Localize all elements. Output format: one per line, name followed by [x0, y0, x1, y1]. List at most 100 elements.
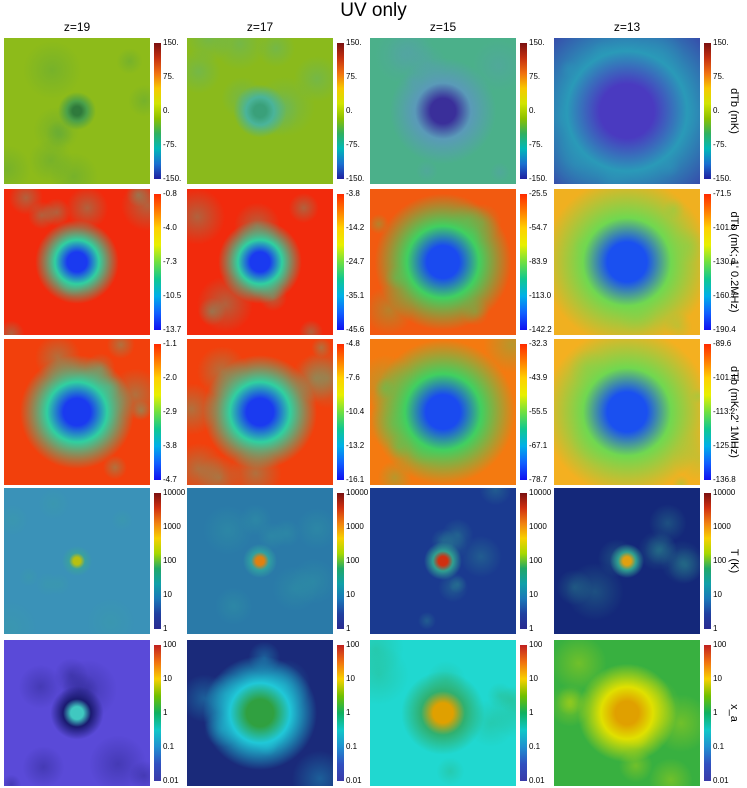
colorbar-ticks: 150. 75. 0. -75. -150. — [346, 39, 380, 183]
colorbar-tick-label: -7.3 — [163, 257, 177, 266]
colorbar-tick-label: 100 — [163, 556, 177, 565]
colorbar-ticks: 150. 75. 0. -75. -150. — [713, 39, 747, 183]
colorbar-tick-label: -1.1 — [163, 339, 177, 348]
map-panel — [554, 640, 700, 786]
colorbar — [520, 645, 527, 781]
colorbar — [154, 194, 161, 330]
colorbar — [154, 493, 161, 629]
colorbar-ticks: -1.1 -2.0 -2.9 -3.8 -4.7 — [163, 340, 197, 484]
colorbar-tick-label: 100 — [713, 640, 727, 649]
map-panel — [370, 38, 516, 184]
colorbar-tick-label: 100 — [346, 640, 360, 649]
colorbar-ticks: 100 10 1 0.1 0.01 — [529, 641, 563, 785]
row-label: dTb (mK; 2' 1MHz) — [728, 366, 740, 458]
colorbar-tick-label: 100 — [529, 556, 543, 565]
colorbar-tick-label: 1000 — [346, 522, 364, 531]
colorbar-tick-label: 10 — [163, 590, 172, 599]
colorbar-ticks: 150. 75. 0. -75. -150. — [529, 39, 563, 183]
colorbar-tick-label: 0. — [713, 106, 720, 115]
colorbar-tick-label: -101.4 — [713, 373, 736, 382]
colorbar — [520, 43, 527, 179]
colorbar-tick-label: -3.8 — [163, 441, 177, 450]
colorbar-tick-label: 100 — [163, 640, 177, 649]
colorbar-tick-label: 1000 — [529, 522, 547, 531]
colorbar-tick-label: -32.3 — [529, 339, 548, 348]
colorbar-tick-label: 0.01 — [163, 776, 179, 785]
colorbar-tick-label: 75. — [346, 72, 358, 81]
colorbar — [154, 344, 161, 480]
colorbar-tick-label: 1 — [346, 624, 351, 633]
colorbar — [337, 194, 344, 330]
colorbar-tick-label: -142.2 — [529, 325, 552, 334]
colorbar-ticks: -32.3 -43.9 -55.5 -67.1 -78.7 — [529, 340, 563, 484]
map-panel — [187, 38, 333, 184]
colorbar-tick-label: -78.7 — [529, 475, 548, 484]
colorbar-tick-label: 10000 — [713, 488, 736, 497]
map-panel — [187, 640, 333, 786]
column-heading: z=15 — [429, 20, 457, 34]
colorbar-tick-label: 1 — [163, 624, 168, 633]
colorbar-tick-label: -7.6 — [346, 373, 360, 382]
colorbar — [520, 194, 527, 330]
map-panel — [554, 339, 700, 485]
colorbar-tick-label: 150. — [346, 38, 362, 47]
colorbar-tick-label: 100 — [346, 556, 360, 565]
map-panel — [187, 488, 333, 634]
map-panel — [370, 339, 516, 485]
colorbar-tick-label: 10 — [346, 674, 355, 683]
colorbar-ticks: 100 10 1 0.1 0.01 — [163, 641, 197, 785]
colorbar-tick-label: 10000 — [346, 488, 369, 497]
colorbar-ticks: -89.6 -101.4 -113.2 -125.0 -136.8 — [713, 340, 747, 484]
colorbar-tick-label: 10 — [529, 590, 538, 599]
colorbar-tick-label: -113.2 — [713, 407, 736, 416]
colorbar-ticks: 100 10 1 0.1 0.01 — [713, 641, 747, 785]
colorbar-ticks: 150. 75. 0. -75. -150. — [163, 39, 197, 183]
colorbar-tick-label: 10 — [346, 590, 355, 599]
colorbar-tick-label: 150. — [713, 38, 729, 47]
colorbar-tick-label: -35.1 — [346, 291, 365, 300]
colorbar-tick-label: -24.7 — [346, 257, 365, 266]
colorbar-tick-label: 10 — [713, 674, 722, 683]
colorbar-tick-label: 0.01 — [529, 776, 545, 785]
colorbar-tick-label: 150. — [529, 38, 545, 47]
colorbar — [154, 43, 161, 179]
colorbar-tick-label: 1 — [529, 624, 534, 633]
colorbar — [704, 344, 711, 480]
colorbar-tick-label: 0. — [163, 106, 170, 115]
map-panel — [4, 38, 150, 184]
colorbar-tick-label: -190.4 — [713, 325, 736, 334]
colorbar-tick-label: 1000 — [713, 522, 731, 531]
colorbar-tick-label: -75. — [529, 140, 543, 149]
map-panel — [187, 339, 333, 485]
colorbar-ticks: -71.5 -101.2 -130.9 -160.7 -190.4 — [713, 190, 747, 334]
colorbar-tick-label: -4.8 — [346, 339, 360, 348]
colorbar — [704, 194, 711, 330]
colorbar-tick-label: -55.5 — [529, 407, 548, 416]
colorbar-tick-label: -75. — [163, 140, 177, 149]
colorbar-tick-label: -130.9 — [713, 257, 736, 266]
colorbar-tick-label: 1 — [163, 708, 168, 717]
colorbar-tick-label: -16.1 — [346, 475, 365, 484]
colorbar — [337, 493, 344, 629]
column-heading: z=17 — [246, 20, 274, 34]
row-label: T (K) — [728, 548, 740, 574]
map-panel — [4, 339, 150, 485]
colorbar-tick-label: -13.2 — [346, 441, 365, 450]
colorbar-tick-label: 10000 — [163, 488, 186, 497]
colorbar-ticks: 10000 1000 100 10 1 — [529, 489, 563, 633]
colorbar-tick-label: 1 — [346, 708, 351, 717]
colorbar-tick-label: -10.4 — [346, 407, 365, 416]
colorbar-ticks: -4.8 -7.6 -10.4 -13.2 -16.1 — [346, 340, 380, 484]
map-panel — [187, 189, 333, 335]
colorbar-tick-label: -2.0 — [163, 373, 177, 382]
map-panel — [554, 488, 700, 634]
colorbar-tick-label: -150. — [163, 174, 182, 183]
colorbar-tick-label: 75. — [529, 72, 541, 81]
colorbar-tick-label: 10000 — [529, 488, 552, 497]
colorbar-tick-label: 1000 — [163, 522, 181, 531]
colorbar-ticks: 10000 1000 100 10 1 — [346, 489, 380, 633]
colorbar-tick-label: 100 — [713, 556, 727, 565]
colorbar — [704, 645, 711, 781]
row-label: x_a — [728, 704, 740, 722]
colorbar — [704, 493, 711, 629]
